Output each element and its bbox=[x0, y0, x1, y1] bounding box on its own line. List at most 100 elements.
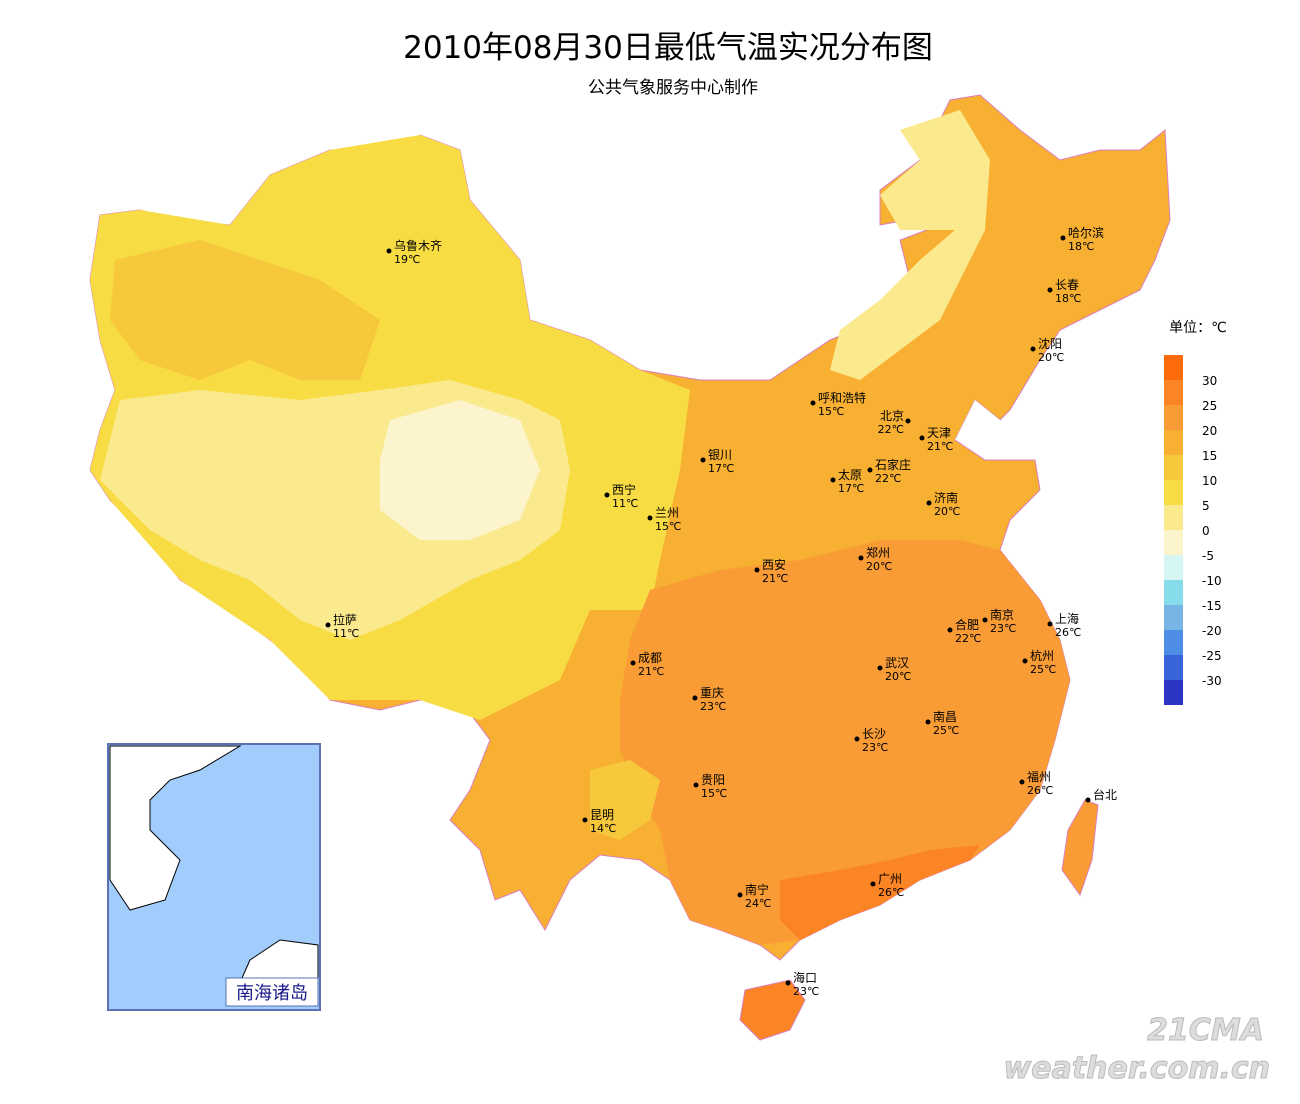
legend-band bbox=[1164, 430, 1183, 455]
temp-zone-25-30 bbox=[780, 845, 980, 940]
city-temp: 17℃ bbox=[708, 462, 734, 475]
city-temp: 11℃ bbox=[612, 497, 638, 510]
city-name: 济南 bbox=[934, 490, 958, 505]
city-dot bbox=[1019, 779, 1025, 785]
city-temp: 23℃ bbox=[862, 741, 888, 754]
city-dot bbox=[947, 627, 953, 633]
city-name: 天津 bbox=[927, 426, 951, 440]
legend-band bbox=[1164, 555, 1183, 580]
temp-zone-0-5 bbox=[380, 400, 540, 540]
city-temp: 11℃ bbox=[333, 627, 359, 640]
legend-tick-label: -15 bbox=[1202, 599, 1222, 613]
city-temp: 22℃ bbox=[875, 472, 901, 485]
city-name: 南宁 bbox=[745, 882, 769, 897]
city-temp: 20℃ bbox=[866, 560, 892, 573]
legend-band bbox=[1164, 605, 1183, 630]
city-dot bbox=[1047, 287, 1053, 293]
city-name: 太原 bbox=[838, 467, 862, 482]
city-temp: 22℃ bbox=[955, 632, 981, 645]
city-name: 广州 bbox=[878, 872, 902, 886]
city-dot bbox=[325, 622, 331, 628]
inset-label: 南海诸岛 bbox=[236, 983, 308, 1004]
watermark-top: 21CMA bbox=[1147, 1013, 1264, 1048]
legend-tick-label: 25 bbox=[1202, 399, 1217, 413]
legend-band bbox=[1164, 655, 1183, 680]
city-temp: 14℃ bbox=[590, 822, 616, 835]
city-dot bbox=[1085, 797, 1091, 803]
city-dot bbox=[700, 457, 706, 463]
city-temp: 23℃ bbox=[990, 622, 1016, 635]
city-temp: 23℃ bbox=[793, 985, 819, 998]
city-name: 贵阳 bbox=[701, 773, 725, 787]
city-dot bbox=[919, 435, 925, 441]
legend-unit: 单位：℃ bbox=[1169, 320, 1227, 336]
city-temp: 18℃ bbox=[1068, 240, 1094, 253]
city-dot bbox=[810, 400, 816, 406]
city-dot bbox=[1022, 658, 1028, 664]
legend-band bbox=[1164, 455, 1183, 480]
city-name: 银川 bbox=[708, 448, 732, 462]
city-dot bbox=[854, 736, 860, 742]
inset-land bbox=[109, 745, 242, 911]
legend-band bbox=[1164, 680, 1183, 705]
city-temp: 15℃ bbox=[701, 787, 727, 800]
legend-band bbox=[1164, 530, 1183, 555]
city-dot bbox=[1030, 346, 1036, 352]
city-dot bbox=[692, 695, 698, 701]
city-temp: 26℃ bbox=[1055, 626, 1081, 639]
temp-zone-15-20-sw bbox=[590, 760, 660, 840]
city-dot bbox=[647, 515, 653, 521]
city-dot bbox=[604, 492, 610, 498]
city-dot bbox=[693, 782, 699, 788]
island-hainan bbox=[739, 979, 806, 1041]
city-dot bbox=[858, 555, 864, 561]
temp-zone-15-20 bbox=[110, 240, 380, 380]
city-name: 郑州 bbox=[866, 545, 890, 560]
city-dot bbox=[1060, 235, 1066, 241]
city-name: 成都 bbox=[638, 651, 662, 665]
city-name: 福州 bbox=[1027, 769, 1051, 784]
city-name: 昆明 bbox=[590, 808, 614, 822]
legend-band bbox=[1164, 630, 1183, 655]
city-name: 哈尔滨 bbox=[1068, 225, 1104, 240]
city-name: 长春 bbox=[1055, 278, 1079, 292]
temp-zone-20-25 bbox=[620, 540, 1070, 945]
city-temp: 19℃ bbox=[394, 253, 420, 266]
city-temp: 21℃ bbox=[762, 572, 788, 585]
legend-band bbox=[1164, 355, 1183, 380]
legend-tick-label: 5 bbox=[1202, 499, 1210, 513]
watermark-bottom: weather.com.cn bbox=[1004, 1051, 1270, 1086]
temp-zone-5-10-ne bbox=[830, 110, 990, 380]
city-temp: 24℃ bbox=[745, 897, 771, 910]
city-temp: 15℃ bbox=[655, 520, 681, 533]
city-name: 北京 bbox=[880, 409, 904, 423]
city-name: 台北 bbox=[1093, 787, 1117, 802]
city-temp: 26℃ bbox=[1027, 784, 1053, 797]
city-name: 石家庄 bbox=[875, 457, 911, 472]
island-taiwan bbox=[1061, 799, 1099, 897]
city-name: 兰州 bbox=[655, 506, 679, 520]
city-temp: 20℃ bbox=[885, 670, 911, 683]
legend-tick-label: -10 bbox=[1202, 574, 1222, 588]
legend-tick-label: 30 bbox=[1202, 374, 1217, 388]
legend-band bbox=[1164, 380, 1183, 405]
city-dot bbox=[630, 660, 636, 666]
city-name: 上海 bbox=[1055, 611, 1079, 626]
city-name: 乌鲁木齐 bbox=[394, 238, 442, 253]
legend-tick-label: -5 bbox=[1202, 549, 1214, 563]
city-temp: 25℃ bbox=[933, 724, 959, 737]
legend-band bbox=[1164, 505, 1183, 530]
city-name: 呼和浩特 bbox=[818, 390, 866, 405]
subtitle: 公共气象服务中心制作 bbox=[588, 78, 758, 98]
city-dot bbox=[982, 617, 988, 623]
legend-tick-label: -25 bbox=[1202, 649, 1222, 663]
city-temp: 20℃ bbox=[1038, 351, 1064, 364]
city-temp: 26℃ bbox=[878, 886, 904, 899]
legend-tick-label: 20 bbox=[1202, 424, 1217, 438]
city-dot bbox=[754, 567, 760, 573]
city-dot bbox=[926, 500, 932, 506]
city-dot bbox=[870, 881, 876, 887]
legend-band bbox=[1164, 405, 1183, 430]
